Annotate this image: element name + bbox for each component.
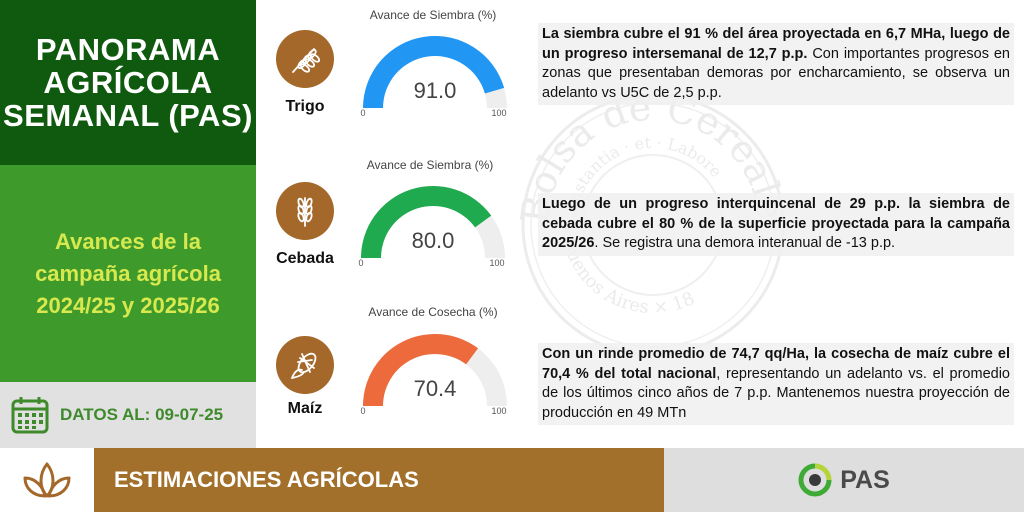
trigo-icon-badge: [276, 30, 334, 88]
gauge-value: 91.0: [414, 78, 457, 103]
footer-bar: ESTIMACIONES AGRÍCOLAS PAS: [0, 448, 1024, 512]
desc-cebada: Luego de un progreso interquincenal de 2…: [538, 193, 1014, 256]
gauge-max: 100: [489, 258, 504, 268]
maiz-icon-badge: [276, 336, 334, 394]
gauge-value: 70.4: [414, 376, 457, 401]
date-label: DATOS AL: 09-07-25: [60, 405, 224, 424]
date-panel: DATOS AL: 09-07-25: [0, 382, 256, 448]
brand-name: PAS: [840, 465, 890, 494]
gauge-fill: [363, 334, 479, 406]
wheat-icon: [292, 48, 321, 73]
section-banner: ESTIMACIONES AGRÍCOLAS: [94, 448, 664, 512]
gauge-cebada: 80.0 0 100: [358, 186, 505, 268]
gauge-fill: [361, 186, 492, 258]
gauge-max: 100: [491, 406, 506, 416]
crop-name-maiz: Maíz: [287, 400, 323, 417]
desc-cebada-rest: . Se registra una demora interanual de -…: [594, 235, 896, 251]
gauge-min: 0: [360, 108, 365, 118]
footer-icon-box: [0, 448, 94, 512]
pas-logo-icon: [798, 463, 832, 497]
desc-maiz: Con un rinde promedio de 74,7 qq/Ha, la …: [538, 343, 1014, 425]
gauge-min: 0: [360, 406, 365, 416]
barley-icon: [297, 197, 313, 227]
gauge-value: 80.0: [412, 228, 455, 253]
crop-name-trigo: Trigo: [285, 98, 325, 115]
desc-maiz-bold: Con un rinde promedio de 74,7 qq/Ha, la …: [542, 346, 1010, 382]
gauge-fill: [363, 36, 505, 108]
calendar-icon: [11, 397, 49, 434]
gauge-title-maiz: Avance de Cosecha (%): [368, 305, 498, 319]
desc-trigo-rest: Con importantes progresos en zonas que p…: [542, 45, 1011, 101]
leaves-icon: [23, 462, 71, 498]
gauge-trigo: 91.0 0 100: [360, 36, 507, 118]
gauge-min: 0: [358, 258, 363, 268]
desc-trigo-bold: La siembra cubre el 91 % del área proyec…: [542, 26, 1010, 62]
gauge-title-trigo: Avance de Siembra (%): [369, 8, 497, 22]
subtitle-panel: Avances de la campaña agrícola 2024/25 y…: [0, 165, 256, 382]
corn-icon: [291, 352, 317, 379]
page-subtitle: Avances de la campaña agrícola 2024/25 y…: [35, 228, 221, 318]
gauge-title-cebada: Avance de Siembra (%): [366, 158, 494, 172]
gauge-maiz: 70.4 0 100: [360, 334, 507, 416]
cebada-icon-badge: [276, 182, 334, 240]
crop-name-cebada: Cebada: [276, 250, 334, 267]
gauge-max: 100: [491, 108, 506, 118]
section-label: ESTIMACIONES AGRÍCOLAS: [114, 467, 419, 492]
page-title: PANORAMA AGRÍCOLA SEMANAL (PAS): [3, 32, 253, 133]
content-area: Bolsa de Cereales Constantia · et · Labo…: [256, 0, 1024, 448]
desc-trigo: La siembra cubre el 91 % del área proyec…: [538, 23, 1014, 105]
brand-box: PAS: [664, 448, 1024, 512]
desc-maiz-rest: , representando un adelanto vs. el prome…: [542, 365, 1010, 421]
title-panel: PANORAMA AGRÍCOLA SEMANAL (PAS): [0, 0, 256, 165]
desc-cebada-bold: Luego de un progreso interquincenal de 2…: [542, 196, 1010, 251]
